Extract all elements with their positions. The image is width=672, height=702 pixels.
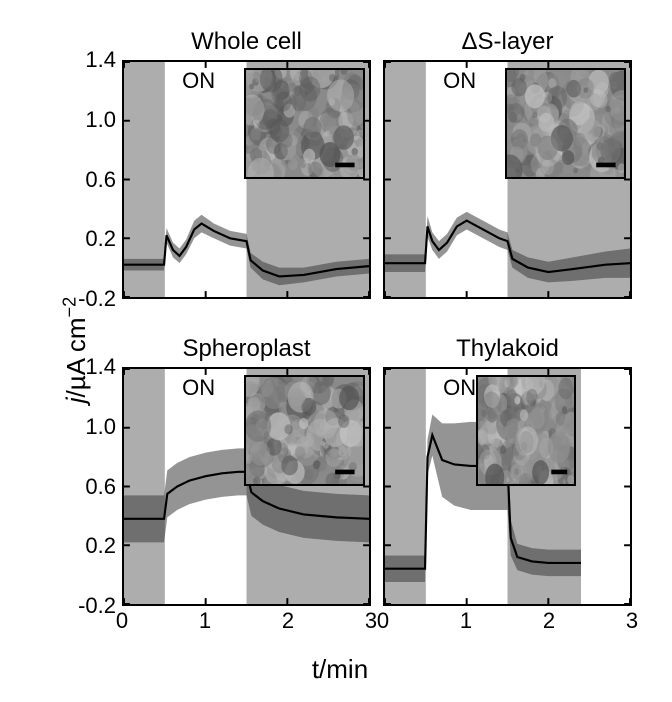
panel-title: Whole cell [191,28,302,56]
y-tick-labels: -0.20.20.61.01.4 [62,60,116,299]
panel-title: Thylakoid [456,335,559,363]
x-tick-label: 1 [199,608,211,634]
panel-2: SpheroplastON-0.20.20.61.01.40123 [122,337,371,630]
y-tick-label: -0.2 [78,593,116,619]
x-tick-label: 2 [282,608,294,634]
on-label: ON [443,375,476,401]
x-tick-labels: 0123 [122,608,371,632]
sem-inset [476,375,576,486]
y-tick-label: 1.4 [85,47,116,73]
x-tick-labels: 0123 [383,608,632,632]
y-tick-label: 1.0 [85,107,116,133]
plot-area: ON [383,367,632,606]
x-axis-label: t/min [312,654,368,685]
on-label: ON [182,68,215,94]
y-tick-label: -0.2 [78,286,116,312]
y-tick-label: 0.2 [85,533,116,559]
sem-inset [505,68,625,179]
y-tick-label: 0.6 [85,474,116,500]
on-label: ON [182,375,215,401]
y-tick-label: 0.2 [85,226,116,252]
y-tick-label: 0.6 [85,167,116,193]
on-label: ON [443,68,476,94]
sem-inset [244,375,364,486]
figure-root: j/µA cm−2 t/min Whole cellON-0.20.20.61.… [40,20,640,680]
y-tick-labels: -0.20.20.61.01.4 [62,367,116,606]
plot-area: ON [122,367,371,606]
plot-area: ON [122,60,371,299]
plot-area: ON [383,60,632,299]
x-tick-label: 2 [543,608,555,634]
panel-title: ΔS-layer [461,28,553,56]
x-tick-label: 3 [365,608,377,634]
y-tick-label: 1.0 [85,414,116,440]
panel-3: ThylakoidON0123 [383,337,632,630]
y-tick-label: 1.4 [85,354,116,380]
x-tick-label: 3 [626,608,638,634]
panel-grid: Whole cellON-0.20.20.61.01.4ΔS-layerONSp… [122,30,632,630]
panel-1: ΔS-layer ON [383,30,632,323]
x-tick-label: 0 [116,608,128,634]
sem-inset [244,68,364,179]
x-tick-label: 0 [377,608,389,634]
x-tick-label: 1 [460,608,472,634]
panel-title: Spheroplast [182,335,310,363]
panel-0: Whole cellON-0.20.20.61.01.4 [122,30,371,323]
